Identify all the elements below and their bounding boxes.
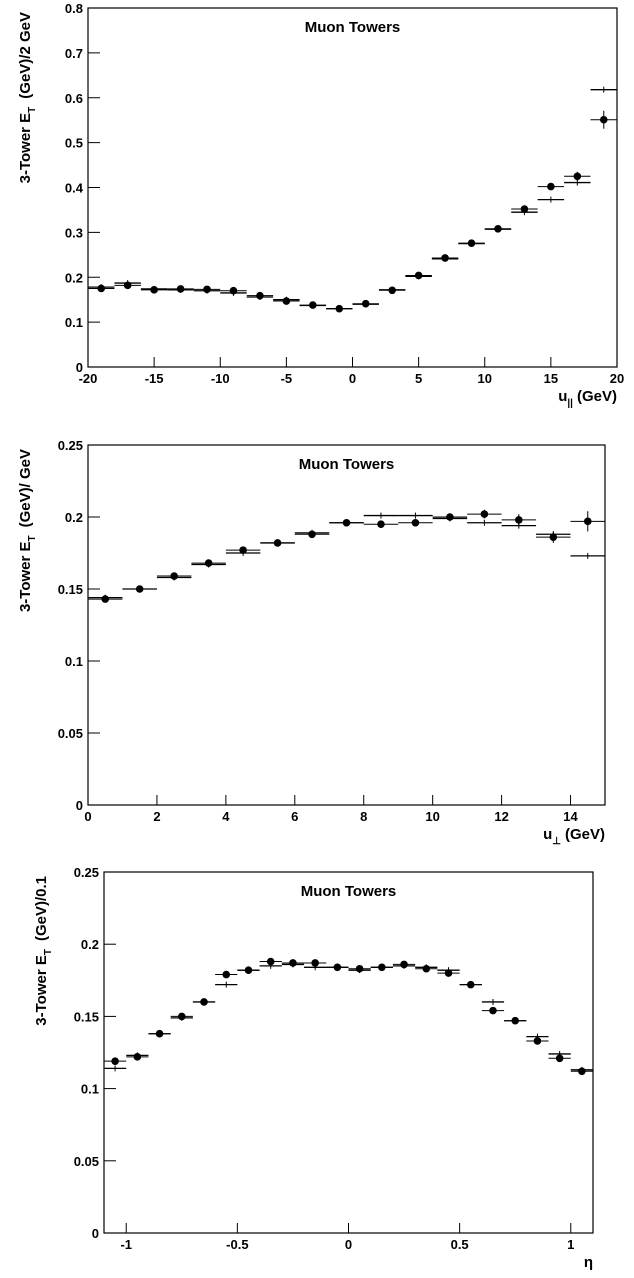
- y-axis-label: 3-Tower ET (GeV)/2 GeV: [17, 12, 38, 183]
- y-label-unit: (GeV)/ GeV: [17, 449, 34, 527]
- x-tick-label: 0.5: [451, 1237, 469, 1252]
- x-label-text: u: [558, 388, 567, 405]
- data-point: [573, 172, 582, 181]
- x-tick-label: -20: [79, 371, 98, 386]
- y-tick-label: 0.7: [65, 46, 83, 61]
- y-tick-label: 0.25: [58, 438, 83, 453]
- x-tick-label: 0: [84, 809, 91, 824]
- plot-frame: [87, 444, 606, 806]
- data-point: [311, 959, 319, 967]
- data-point: [533, 1037, 542, 1045]
- x-tick-label: 1: [567, 1237, 574, 1252]
- y-label-text: 3-Tower E: [33, 955, 50, 1026]
- x-tick-label: 5: [415, 371, 422, 386]
- x-label-sub: ||: [567, 398, 573, 409]
- y-tick-label: 0.2: [81, 937, 99, 952]
- x-tick-label: 0: [345, 1237, 352, 1252]
- y-label-sub: T: [27, 107, 38, 113]
- panel: 0 0.1 0.2 0.3 0.4 0.5 0.6 0.7 0.8 -20 -15 -10 -5 0 5 10…: [17, 1, 624, 409]
- data-point: [111, 1057, 119, 1065]
- data-point: [489, 1006, 497, 1015]
- x-tick-label: 8: [360, 809, 367, 824]
- x-tick-label: -10: [211, 371, 230, 386]
- data-point: [266, 957, 275, 966]
- chart-title: Muon Towers: [305, 19, 401, 36]
- data-point: [222, 970, 231, 979]
- y-tick-label: 0.1: [65, 654, 83, 669]
- y-tick-label: 0.1: [81, 1082, 99, 1097]
- y-tick-label: 0.2: [65, 510, 83, 525]
- y-label-sub: T: [27, 535, 38, 541]
- x-tick-label: 10: [478, 371, 492, 386]
- x-label-text: u: [543, 826, 552, 843]
- panel: 0 0.05 0.1 0.15 0.2 0.25 0 2 4 6 8 10 12 14 Muon Tower…: [17, 438, 606, 847]
- y-tick-label: 0.05: [58, 726, 83, 741]
- chart-title: Muon Towers: [301, 883, 397, 900]
- y-tick-label: 0.6: [65, 91, 83, 106]
- x-label-text: η: [584, 1254, 593, 1271]
- x-label-unit: (GeV): [565, 826, 605, 843]
- data-point: [583, 517, 592, 526]
- plot-frame: [87, 7, 618, 368]
- data-point: [520, 205, 529, 213]
- y-label-sub: T: [43, 949, 54, 955]
- data-point: [547, 182, 555, 191]
- x-tick-label: 2: [153, 809, 160, 824]
- x-tick-label: 10: [425, 809, 439, 824]
- x-tick-label: -5: [281, 371, 293, 386]
- y-label-text: 3-Tower E: [17, 541, 34, 612]
- y-tick-label: 0.8: [65, 1, 83, 16]
- chart-title: Muon Towers: [299, 456, 395, 473]
- y-tick-label: 0.2: [65, 270, 83, 285]
- x-tick-label: 15: [544, 371, 558, 386]
- y-label-unit: (GeV)/2 GeV: [17, 12, 34, 99]
- x-tick-label: -0.5: [226, 1237, 248, 1252]
- x-tick-label: 6: [291, 809, 298, 824]
- y-label-unit: (GeV)/0.1: [33, 876, 50, 941]
- y-axis-label: 3-Tower ET (GeV)/0.1: [33, 876, 54, 1026]
- y-axis-label: 3-Tower ET (GeV)/ GeV: [17, 449, 38, 612]
- y-tick-label: 0: [92, 1226, 99, 1241]
- x-tick-label: -1: [120, 1237, 132, 1252]
- data-point: [411, 518, 420, 527]
- plot-frame: [103, 871, 594, 1234]
- y-tick-label: 0.3: [65, 225, 83, 240]
- data-point: [555, 1054, 564, 1063]
- data-point: [480, 510, 489, 518]
- y-label-text: 3-Tower E: [17, 113, 34, 184]
- data-point: [377, 520, 385, 528]
- x-tick-label: 0: [349, 371, 356, 386]
- y-tick-label: 0.1: [65, 315, 83, 330]
- x-axis-label: u⊥ (GeV): [543, 826, 605, 847]
- y-tick-label: 0.25: [74, 865, 99, 880]
- x-tick-label: 4: [222, 809, 230, 824]
- y-tick-label: 0.05: [74, 1154, 99, 1169]
- y-tick-label: 0: [76, 360, 83, 375]
- y-tick-label: 0.15: [74, 1009, 99, 1024]
- x-label-unit: (GeV): [577, 388, 617, 405]
- y-tick-label: 0.15: [58, 582, 83, 597]
- x-axis-label: u|| (GeV): [558, 388, 617, 409]
- x-tick-label: 14: [563, 809, 578, 824]
- data-point: [515, 516, 523, 524]
- x-tick-label: 12: [494, 809, 508, 824]
- x-label-sub: ⊥: [552, 836, 561, 847]
- x-tick-label: 20: [610, 371, 624, 386]
- data-point: [599, 115, 608, 124]
- y-tick-label: 0.4: [65, 181, 84, 196]
- x-tick-label: -15: [145, 371, 164, 386]
- panel: 0 0.05 0.1 0.15 0.2 0.25 -1 -0.5 0 0.5 1 Muon Tower…: [33, 865, 594, 1271]
- y-tick-label: 0.5: [65, 136, 83, 151]
- x-axis-label: η: [584, 1254, 593, 1271]
- y-tick-label: 0: [76, 798, 83, 813]
